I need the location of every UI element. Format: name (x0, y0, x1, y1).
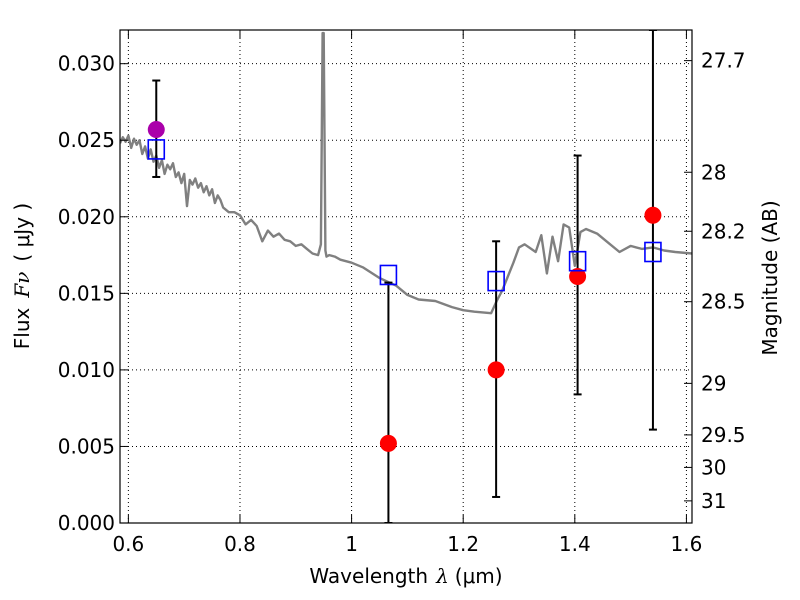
y-tick-label: 0.010 (58, 358, 115, 382)
observed-point (569, 268, 587, 285)
magnitude-tick-labels: 27.7 28 28.2 28.5 29 29.5 30 31 (701, 49, 746, 513)
x-tick-label: 1 (345, 532, 358, 556)
y-tick-label: 0.000 (58, 511, 115, 535)
observed-point (644, 206, 662, 224)
plot-background (120, 30, 692, 523)
magnitude-tick-label: 29 (701, 371, 726, 395)
model-point (379, 264, 398, 286)
magnitude-tick-label: 28 (701, 160, 726, 184)
model-point (568, 250, 587, 272)
x-tick-label: 1.4 (559, 532, 591, 556)
y-axis-label: FluxFν( μJy ) (10, 203, 34, 349)
y-tick-label: 0.025 (58, 128, 115, 152)
spectrum-line (120, 31, 692, 315)
x-tick-label: 1.2 (447, 532, 479, 556)
x-tick-label: 0.6 (112, 532, 144, 556)
y-tick-label: 0.030 (58, 52, 115, 76)
plot-area (120, 30, 692, 523)
magnitude-tick-label: 27.7 (701, 49, 746, 73)
magnitude-tick-label: 28.5 (701, 290, 746, 314)
model-point (147, 139, 166, 160)
axis-ticks (120, 30, 692, 524)
observed-point (147, 121, 165, 139)
x-axis-label: Wavelength λ (μm) (309, 564, 502, 588)
observed-point (379, 434, 397, 452)
plot-frame (119, 29, 693, 524)
magnitude-tick-label: 28.2 (701, 219, 746, 243)
y-tick-label: 0.020 (58, 205, 115, 229)
model-point (644, 241, 662, 263)
magnitude-tick-label: 31 (701, 489, 726, 513)
x-tick-label: 0.8 (224, 532, 256, 556)
x-tick-labels: 0.6 0.8 1 1.2 1.4 1.6 (112, 532, 702, 556)
model-points (147, 139, 662, 292)
y-tick-label: 0.005 (58, 434, 115, 458)
observed-point (487, 361, 505, 379)
observed-points (147, 121, 662, 452)
x-tick-label: 1.6 (671, 532, 703, 556)
grid-lines (120, 30, 692, 523)
model-point (487, 270, 505, 292)
y-tick-labels: 0.000 0.005 0.010 0.015 0.020 0.025 0.030 (58, 52, 115, 535)
magnitude-tick-label: 30 (701, 455, 726, 479)
y-tick-label: 0.015 (58, 281, 115, 305)
y2-axis-label: Magnitude (AB) (758, 200, 782, 355)
magnitude-tick-label: 29.5 (701, 423, 746, 447)
